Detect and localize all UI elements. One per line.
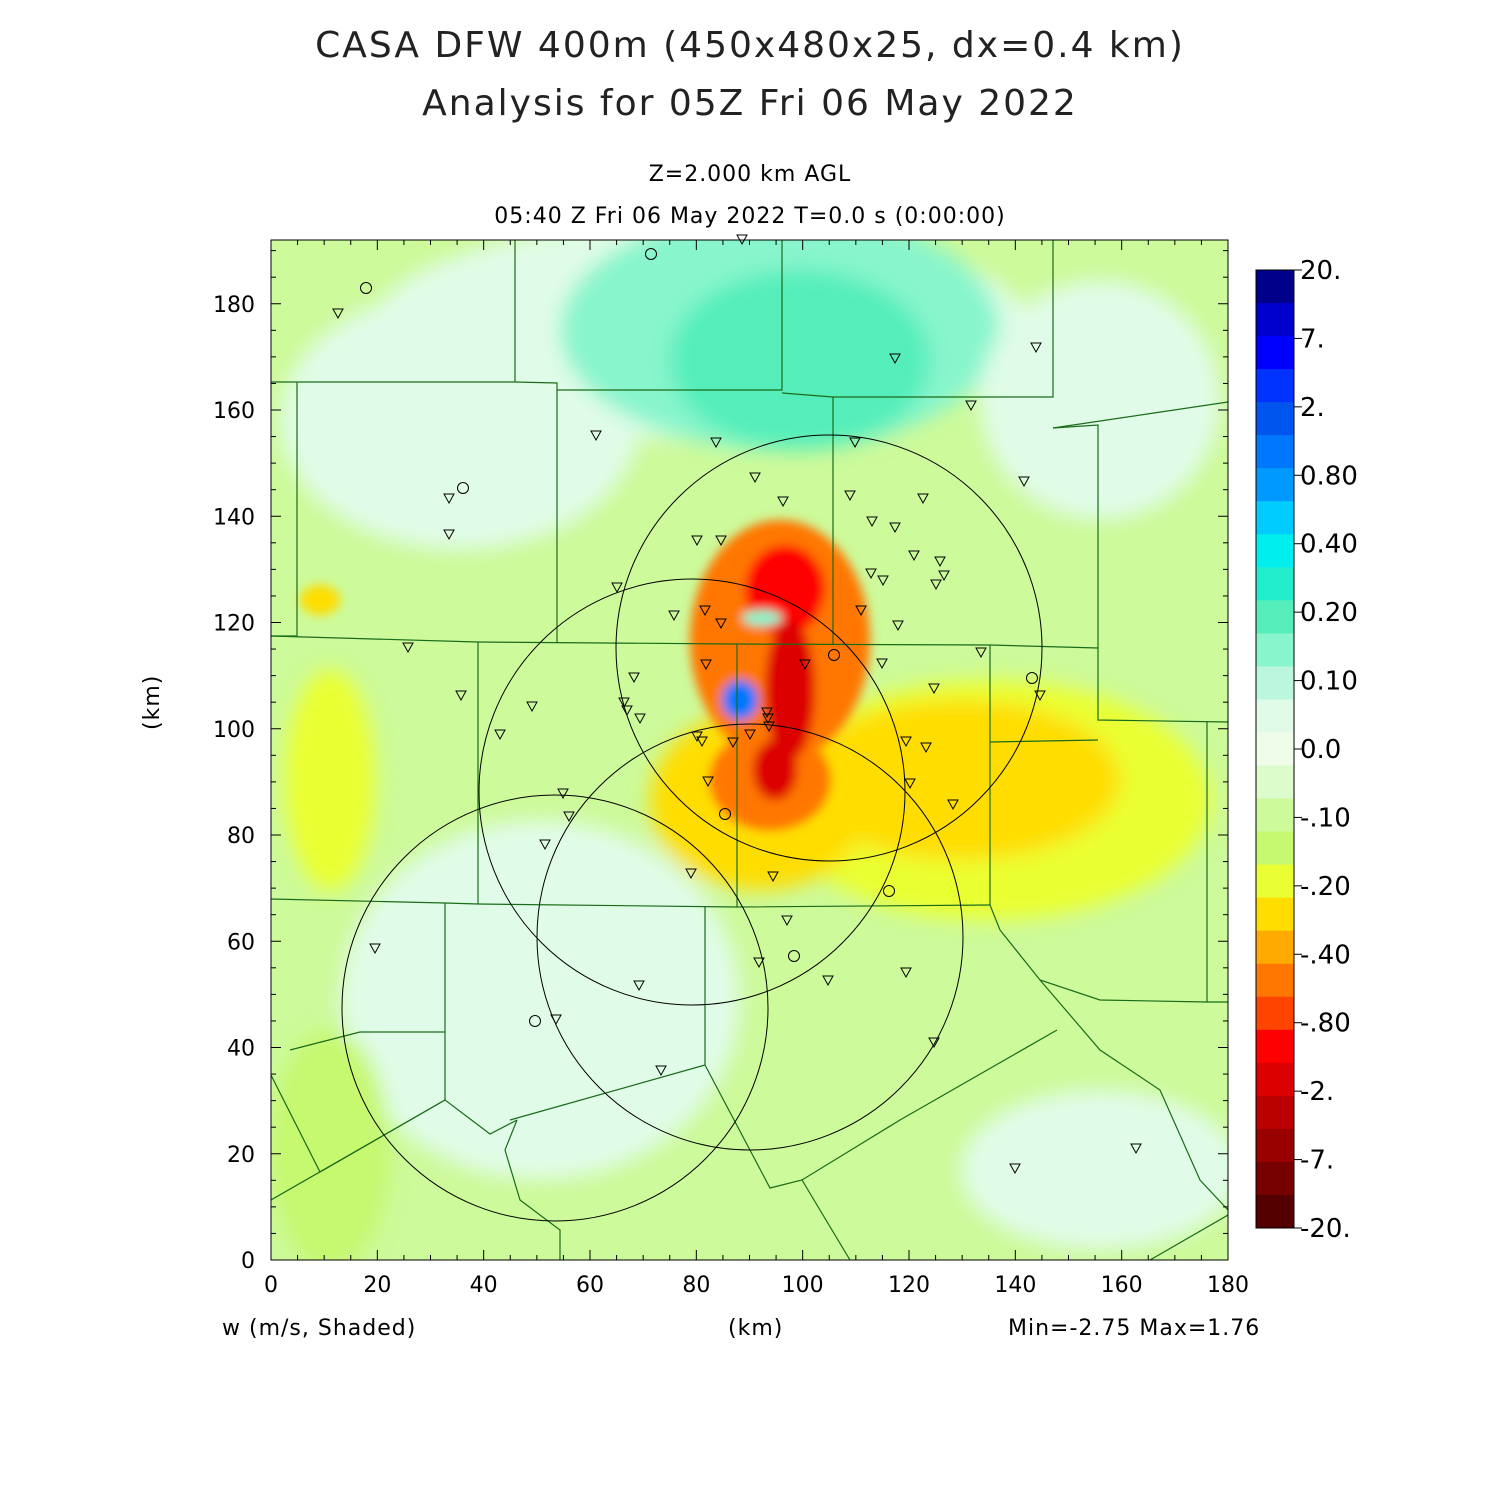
y-tick-label: 60 [227, 930, 255, 955]
radar-circle [615, 434, 1043, 862]
x-tick-label: 80 [682, 1273, 710, 1298]
colorbar-label: 7. [1300, 324, 1325, 354]
colorbar-swatch [1256, 369, 1294, 403]
colorbar-swatch [1256, 501, 1294, 535]
colorbar-swatch [1256, 1095, 1294, 1130]
x-tick-label: 20 [363, 1273, 391, 1298]
colorbar-swatch [1256, 336, 1294, 370]
y-tick-label: 160 [213, 399, 255, 424]
colorbar-label: 20. [1300, 256, 1341, 286]
radar-circle [536, 723, 964, 1151]
y-axis-label: (km) [140, 674, 165, 730]
x-axis-label: (km) [728, 1316, 784, 1341]
colorbar-swatch [1256, 1161, 1294, 1196]
colorbar-label: 0.0 [1300, 735, 1341, 765]
colorbar-swatch [1256, 600, 1294, 634]
colorbar-label: -.20 [1300, 872, 1351, 902]
colorbar-label: 0.40 [1300, 530, 1358, 560]
plot-title-line2: Analysis for 05Z Fri 06 May 2022 [422, 83, 1078, 124]
colorbar-swatch [1256, 1194, 1294, 1229]
colorbar-frame [1255, 269, 1295, 1229]
colorbar-swatch [1256, 468, 1294, 502]
y-tick-label: 20 [227, 1143, 255, 1168]
county-boundaries [271, 240, 1228, 1260]
colorbar-swatch [1256, 1029, 1294, 1064]
x-tick-label: 0 [264, 1273, 278, 1298]
colorbar-swatch [1256, 831, 1294, 866]
colorbar-swatch [1256, 666, 1294, 700]
y-tick-label: 0 [241, 1249, 255, 1274]
colorbar-swatch [1256, 534, 1294, 568]
colorbar-label: 0.80 [1300, 461, 1358, 491]
colorbar-swatch [1256, 864, 1294, 899]
colorbar-swatch [1256, 270, 1294, 304]
colorbar-label: 0.10 [1300, 667, 1358, 697]
y-tick-label: 40 [227, 1037, 255, 1062]
y-tick-label: 80 [227, 824, 255, 849]
colorbar-label: -.10 [1300, 803, 1351, 833]
colorbar-swatch [1256, 699, 1294, 733]
colorbar-label: -20. [1300, 1214, 1351, 1244]
colorbar-swatch [1256, 435, 1294, 469]
colorbar-swatch [1256, 633, 1294, 667]
plot-frame [270, 239, 1229, 1261]
x-tick-label: 180 [1207, 1273, 1249, 1298]
colorbar-swatch [1256, 732, 1294, 767]
x-tick-label: 60 [576, 1273, 604, 1298]
colorbar-swatch [1256, 963, 1294, 998]
colorbar-label: -.80 [1300, 1009, 1351, 1039]
radar-circle [478, 578, 906, 1006]
y-tick-label: 180 [213, 293, 255, 318]
y-tick-label: 100 [213, 718, 255, 743]
station-markers [332, 234, 1142, 1175]
x-tick-label: 40 [470, 1273, 498, 1298]
colorbar-swatch [1256, 1062, 1294, 1097]
colorbar-swatch [1256, 567, 1294, 601]
colorbar: 20. 7. 2. 0.80 0.40 0.20 0.10 0.0 -.10 -.20 -.40 -.… [1255, 256, 1358, 1244]
colorbar-swatch [1256, 798, 1294, 833]
field-label: w (m/s, Shaded) [222, 1316, 417, 1341]
colorbar-swatch [1256, 897, 1294, 932]
level-label: Z=2.000 km AGL [648, 162, 852, 187]
x-tick-label: 160 [1101, 1273, 1143, 1298]
x-tick-label: 120 [888, 1273, 930, 1298]
minmax-label: Min=-2.75 Max=1.76 [1008, 1316, 1261, 1341]
colorbar-label: 2. [1300, 393, 1325, 423]
colorbar-swatch [1256, 930, 1294, 965]
w-shaded-field [271, 240, 1228, 1260]
colorbar-label: -.40 [1300, 940, 1351, 970]
radar-circle [341, 794, 769, 1222]
x-tick-label: 140 [994, 1273, 1036, 1298]
colorbar-swatch [1256, 765, 1294, 800]
colorbar-label: -2. [1300, 1077, 1334, 1107]
radar-range-circles [341, 434, 1043, 1222]
colorbar-swatch [1256, 1128, 1294, 1163]
axes: 0 20 40 60 80 100 120 140 160 180 0 20 40 60 80 100 120 1… [213, 240, 1249, 1298]
colorbar-label: -7. [1300, 1146, 1334, 1176]
colorbar-swatch [1256, 996, 1294, 1031]
colorbar-swatch [1256, 303, 1294, 337]
plot-title-line1: CASA DFW 400m (450x480x25, dx=0.4 km) [315, 25, 1185, 66]
colorbar-swatch [1256, 402, 1294, 436]
x-tick-label: 100 [782, 1273, 824, 1298]
y-tick-label: 140 [213, 505, 255, 530]
y-tick-label: 120 [213, 612, 255, 637]
colorbar-label: 0.20 [1300, 598, 1358, 628]
time-label: 05:40 Z Fri 06 May 2022 T=0.0 s (0:00:00… [494, 204, 1006, 229]
